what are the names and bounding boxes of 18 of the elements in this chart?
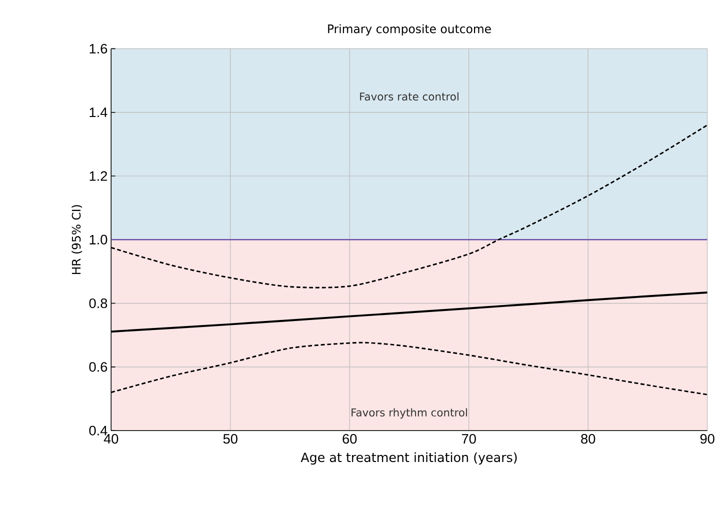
x-tick-label: 40 xyxy=(104,434,118,444)
x-tick-label: 70 xyxy=(462,434,476,444)
x-tick-label: 60 xyxy=(342,434,357,444)
y-tick-label: 1.0 xyxy=(90,234,108,245)
y-tick-label: 1.6 xyxy=(90,44,108,54)
x-tick-label: 90 xyxy=(700,434,714,444)
y-tick-label: 1.4 xyxy=(90,108,108,118)
band-label: Favors rhythm control xyxy=(352,408,467,419)
x-axis-title: Age at treatment initiation (years) xyxy=(300,452,517,465)
chart-title: Primary composite outcome xyxy=(328,24,491,36)
y-tick-label: 0.8 xyxy=(89,298,108,308)
y-tick-label: 0.4 xyxy=(89,426,108,436)
x-tick-label: 80 xyxy=(581,434,596,444)
x-tick-label: 50 xyxy=(223,434,238,444)
y-axis-title: HR (95% CI) xyxy=(72,205,82,274)
band-label: Favors rate control xyxy=(360,92,458,101)
y-tick-label: 0.6 xyxy=(89,362,108,372)
y-tick-label: 1.2 xyxy=(90,171,108,181)
